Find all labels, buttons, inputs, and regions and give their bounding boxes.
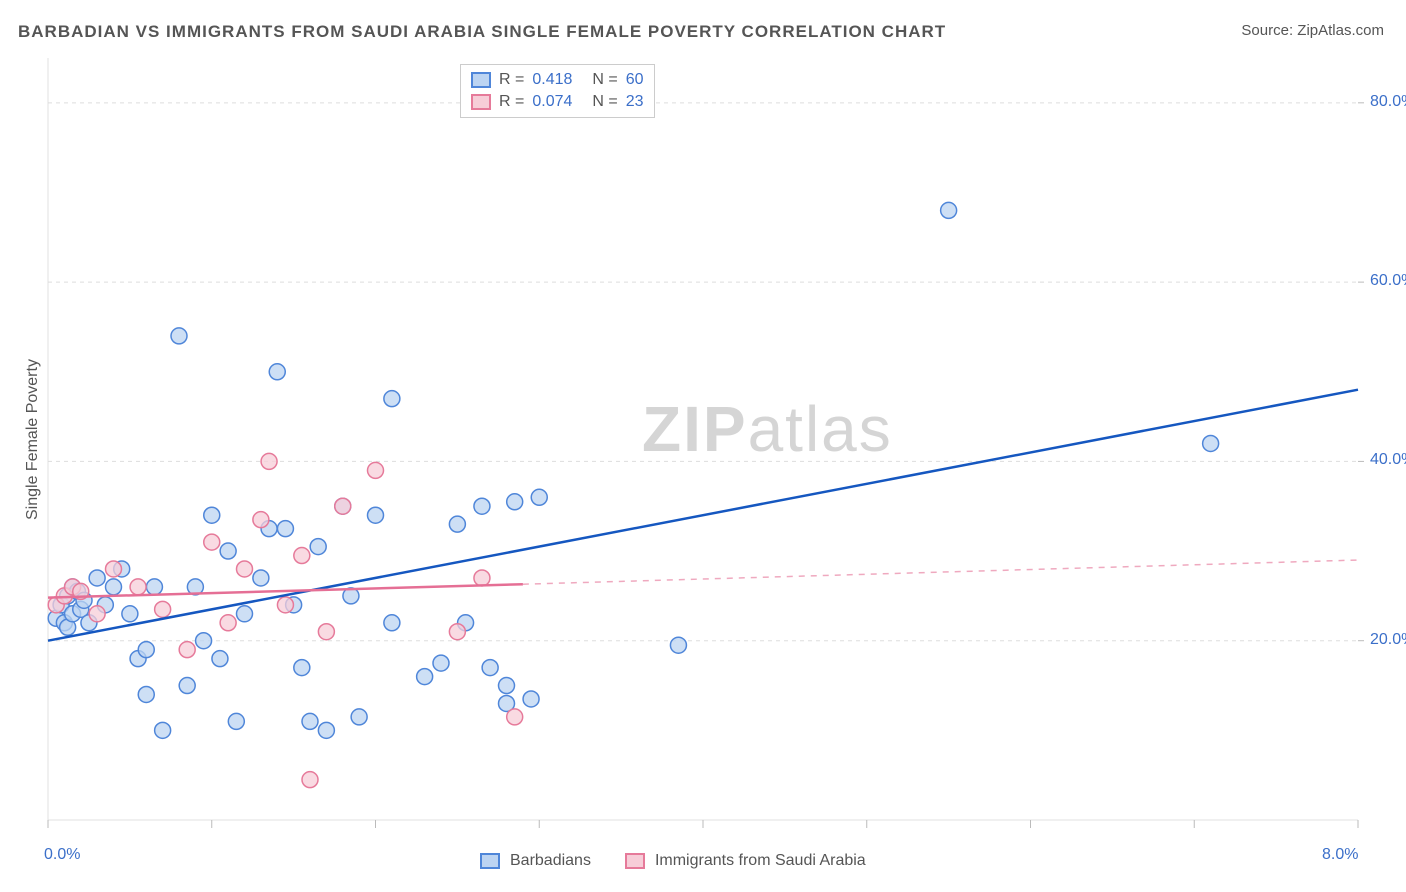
y-tick-label: 80.0% xyxy=(1370,93,1406,111)
y-tick-label: 20.0% xyxy=(1370,631,1406,649)
source-name: ZipAtlas.com xyxy=(1297,22,1384,39)
y-tick-label: 40.0% xyxy=(1370,451,1406,469)
legend-swatch xyxy=(471,94,491,110)
legend-swatch xyxy=(480,853,500,869)
stats-legend-row: R = 0.074N = 23 xyxy=(471,91,644,113)
series-legend-label: Barbadians xyxy=(510,852,591,870)
legend-swatch xyxy=(471,72,491,88)
stats-legend: R = 0.418N = 60R = 0.074N = 23 xyxy=(460,64,655,118)
legend-swatch xyxy=(625,853,645,869)
series-legend-label: Immigrants from Saudi Arabia xyxy=(655,852,866,870)
source-label: Source: xyxy=(1241,22,1297,39)
source-attribution: Source: ZipAtlas.com xyxy=(1241,22,1384,39)
x-tick-label: 8.0% xyxy=(1322,846,1358,864)
x-tick-label: 0.0% xyxy=(44,846,80,864)
y-axis-label: Single Female Poverty xyxy=(24,359,42,520)
stats-legend-row: R = 0.418N = 60 xyxy=(471,69,644,91)
chart-title: BARBADIAN VS IMMIGRANTS FROM SAUDI ARABI… xyxy=(18,22,946,42)
scatter-chart xyxy=(0,0,1406,892)
y-tick-label: 60.0% xyxy=(1370,272,1406,290)
series-legend: Barbadians Immigrants from Saudi Arabia xyxy=(480,852,890,870)
